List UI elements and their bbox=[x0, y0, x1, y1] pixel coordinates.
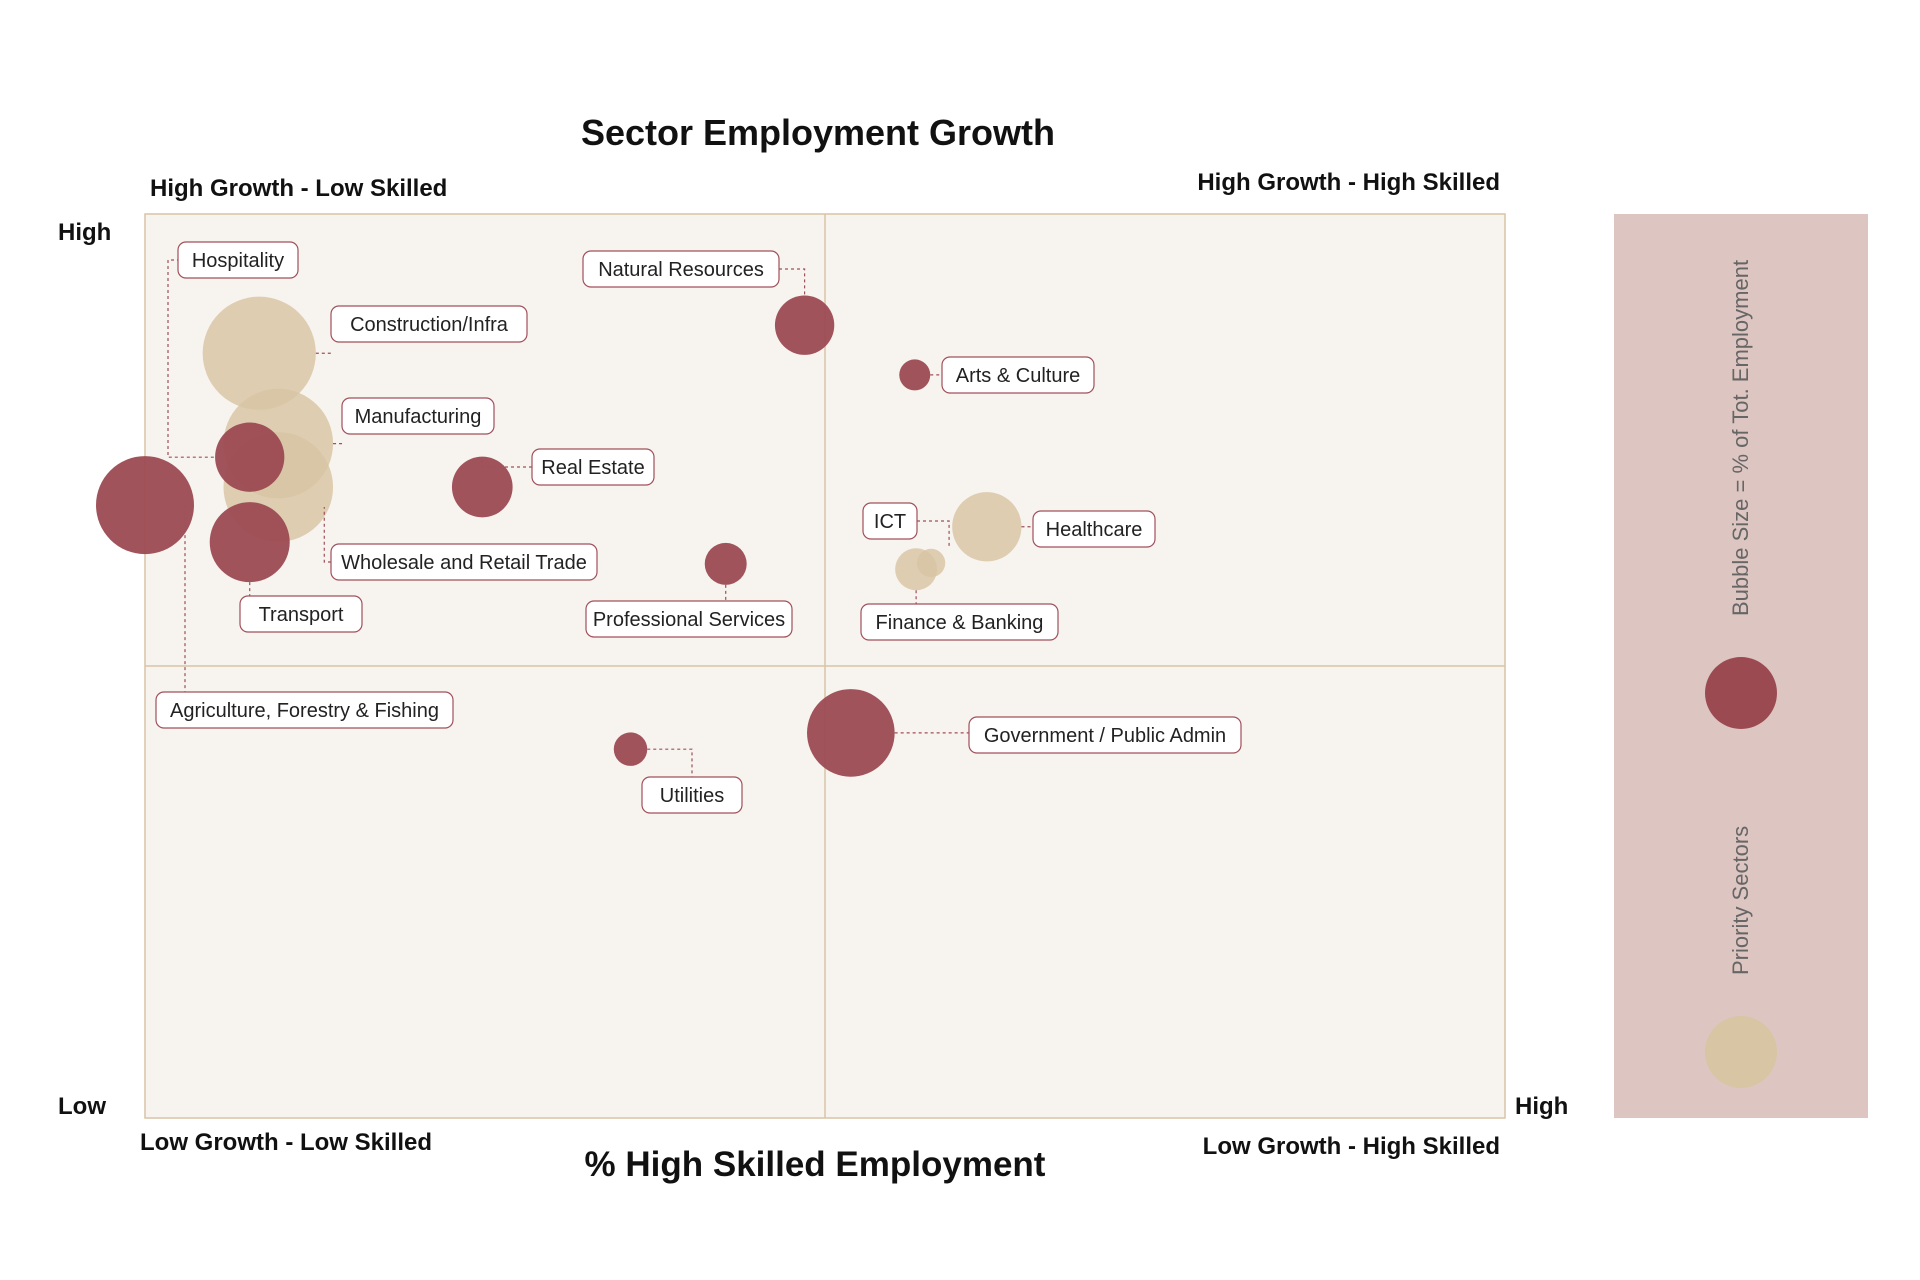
label-text: Finance & Banking bbox=[876, 612, 1044, 634]
label-box bbox=[860, 603, 1059, 641]
leader-line-wholesale-and-retail-trade bbox=[323, 507, 331, 563]
bubble-natural-resources bbox=[774, 295, 835, 355]
label-text: Wholesale and Retail Trade bbox=[341, 552, 587, 574]
bubble-hospitality bbox=[215, 422, 285, 492]
x-axis-high-label: High bbox=[1515, 1093, 1568, 1120]
legend-swatch-other bbox=[1705, 657, 1777, 729]
legend: Bubble Size = % of Tot. Employment Prior… bbox=[1614, 214, 1868, 1118]
quadrant-label-bottom-right: Low Growth - High Skilled bbox=[1203, 1133, 1500, 1160]
label-text: Transport bbox=[259, 604, 344, 626]
label-box bbox=[862, 502, 918, 540]
label-box bbox=[155, 691, 454, 729]
leader-line-layer bbox=[167, 259, 1033, 777]
label-box bbox=[330, 305, 528, 343]
label-box bbox=[582, 250, 780, 288]
bubble-label-agriculture-forestry-fishing: Agriculture, Forestry & Fishing bbox=[155, 691, 454, 729]
leader-line-utilities bbox=[647, 748, 693, 777]
quadrant-label-top-right: High Growth - High Skilled bbox=[1197, 169, 1500, 196]
legend-priority-label: Priority Sectors bbox=[1728, 826, 1753, 975]
bubble-healthcare bbox=[952, 492, 1022, 562]
bubble-layer bbox=[96, 295, 1022, 777]
bubble-label-professional-services: Professional Services bbox=[585, 600, 793, 638]
bubble-government-public-admin bbox=[807, 689, 895, 777]
label-text: Natural Resources bbox=[598, 259, 764, 281]
quadrant-label-top-left: High Growth - Low Skilled bbox=[150, 175, 447, 202]
label-text: Agriculture, Forestry & Fishing bbox=[170, 700, 439, 722]
label-box bbox=[585, 600, 793, 638]
bubble-agriculture-forestry-fishing bbox=[96, 456, 194, 555]
label-box bbox=[330, 543, 598, 581]
chart-title: Sector Employment Growth bbox=[581, 112, 1055, 153]
label-box bbox=[239, 595, 363, 633]
bubble-label-transport: Transport bbox=[239, 595, 363, 633]
bubble-label-ict: ICT bbox=[862, 502, 918, 540]
label-text: Hospitality bbox=[192, 250, 284, 272]
bubble-utilities bbox=[613, 732, 648, 766]
bubble-label-healthcare: Healthcare bbox=[1032, 510, 1156, 548]
label-box bbox=[968, 716, 1242, 754]
label-text: Utilities bbox=[660, 785, 724, 807]
bubble-construction-infra bbox=[202, 296, 316, 410]
leader-line-real-estate bbox=[481, 456, 532, 468]
bubble-label-finance-banking: Finance & Banking bbox=[860, 603, 1059, 641]
bubble-label-layer: Hospitality Construction/Infra Manufacturi… bbox=[155, 241, 1242, 814]
label-text: Arts & Culture bbox=[956, 365, 1080, 387]
label-text: Healthcare bbox=[1046, 519, 1143, 541]
label-box bbox=[531, 448, 655, 486]
label-text: Real Estate bbox=[541, 457, 644, 479]
bubble-arts-culture bbox=[899, 359, 931, 391]
x-axis-label: % High Skilled Employment bbox=[585, 1145, 1046, 1184]
label-box bbox=[341, 397, 495, 435]
label-text: Professional Services bbox=[593, 609, 785, 631]
label-text: Construction/Infra bbox=[350, 314, 509, 336]
leader-line-ict bbox=[917, 520, 950, 549]
y-axis-low-label: Low bbox=[58, 1093, 106, 1120]
bubble-real-estate bbox=[451, 456, 513, 518]
label-box bbox=[941, 356, 1095, 394]
label-box bbox=[641, 776, 743, 814]
bubble-label-government-public-admin: Government / Public Admin bbox=[968, 716, 1242, 754]
legend-swatch-priority bbox=[1705, 1016, 1777, 1088]
leader-line-natural-resources bbox=[779, 268, 806, 296]
label-text: Manufacturing bbox=[355, 406, 482, 428]
bubble-label-wholesale-and-retail-trade: Wholesale and Retail Trade bbox=[330, 543, 598, 581]
bubble-label-arts-culture: Arts & Culture bbox=[941, 356, 1095, 394]
bubble-ict bbox=[916, 548, 946, 578]
label-text: Government / Public Admin bbox=[984, 725, 1226, 747]
quadrant-label-bottom-left: Low Growth - Low Skilled bbox=[140, 1129, 432, 1156]
bubble-label-real-estate: Real Estate bbox=[531, 448, 655, 486]
y-axis-high-label: High bbox=[58, 219, 111, 246]
bubble-professional-services bbox=[704, 542, 747, 585]
bubble-label-hospitality: Hospitality bbox=[177, 241, 299, 279]
bubble-transport bbox=[209, 502, 290, 583]
leader-line-hospitality bbox=[167, 259, 216, 458]
bubble-label-construction-infra: Construction/Infra bbox=[330, 305, 528, 343]
label-box bbox=[1032, 510, 1156, 548]
bubble-label-manufacturing: Manufacturing bbox=[341, 397, 495, 435]
label-box bbox=[177, 241, 299, 279]
legend-size-note: Bubble Size = % of Tot. Employment bbox=[1728, 260, 1753, 616]
bubble-label-utilities: Utilities bbox=[641, 776, 743, 814]
bubble-label-natural-resources: Natural Resources bbox=[582, 250, 780, 288]
label-text: ICT bbox=[874, 511, 906, 533]
